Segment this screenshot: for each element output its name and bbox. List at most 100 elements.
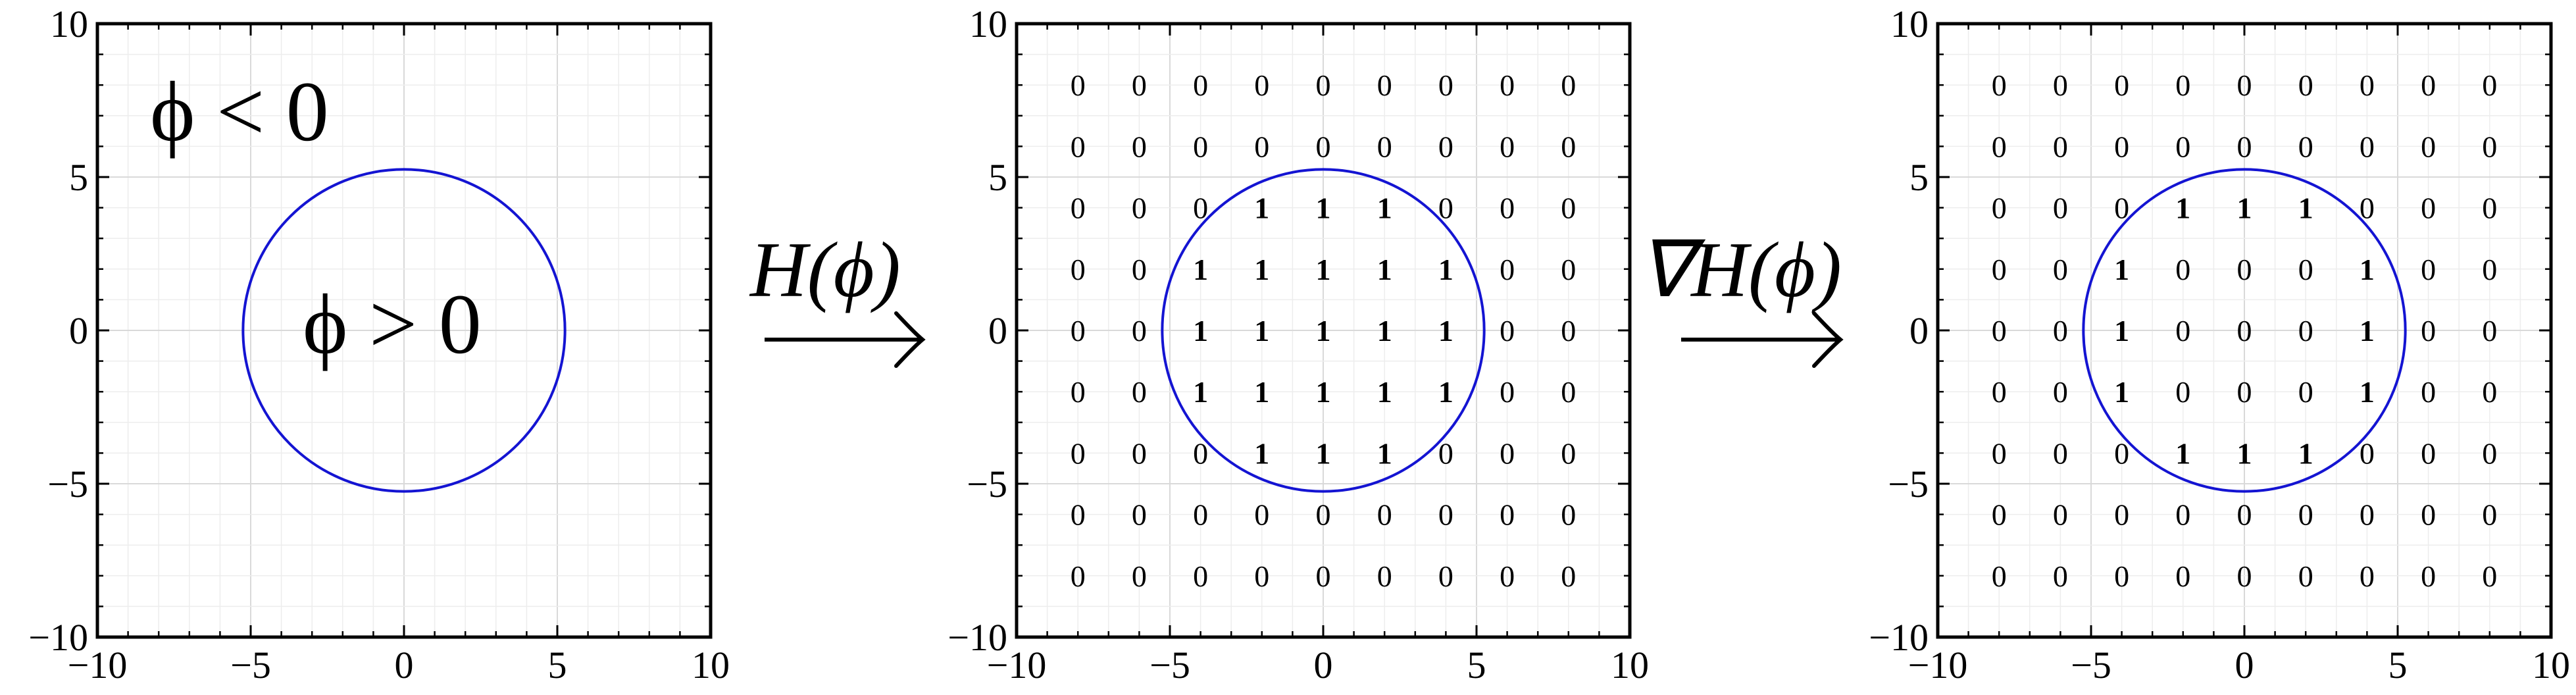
matrix-cell-value: 0 [1071,375,1086,409]
matrix-cell-value: 1 [2237,192,2252,225]
y-tick-label: 0 [69,309,88,352]
matrix-cell-value: 0 [1132,130,1147,163]
matrix-cell-value: 0 [1438,68,1453,102]
matrix-cell-value: 0 [1500,436,1515,470]
matrix-cell-value: 0 [2360,498,2375,532]
matrix-cell-value: 0 [2298,559,2313,593]
matrix-cell-value: 0 [2482,559,2497,593]
matrix-cell-value: 0 [1561,375,1576,409]
y-tick-label: 0 [1909,309,1929,352]
matrix-cell-value: 0 [1132,253,1147,286]
matrix-cell-value: 0 [2360,130,2375,163]
matrix-cell-value: 0 [2421,498,2436,532]
x-tick-label: 5 [548,644,567,686]
matrix-cell-value: 1 [2298,436,2313,470]
matrix-cell-value: 1 [2175,436,2190,470]
matrix-cell-value: 0 [1438,559,1453,593]
matrix-cell-value: 0 [1992,68,2007,102]
matrix-cell-value: 1 [1254,192,1269,225]
matrix-cell-value: 0 [1500,375,1515,409]
matrix-cell-value: 0 [1132,192,1147,225]
matrix-cell-value: 0 [2053,498,2068,532]
matrix-cell-value: 0 [1992,436,2007,470]
x-tick-label: 0 [1314,644,1333,686]
matrix-cell-value: 0 [2482,253,2497,286]
x-tick-label: −5 [1149,644,1190,686]
region-label-negative: ϕ < 0 [150,64,329,159]
plot-frame [95,22,713,639]
matrix-cell-value: 0 [2482,314,2497,348]
matrix-cell-value: 1 [1254,375,1269,409]
matrix-cell-value: 1 [2114,314,2129,348]
matrix-cell-value: 0 [2175,375,2190,409]
matrix-cell-value: 0 [1561,436,1576,470]
matrix-cell-value: 0 [2360,436,2375,470]
matrix-cell-value: 0 [2175,559,2190,593]
matrix-cell-value: 1 [1377,436,1392,470]
matrix-cell-value: 0 [1254,130,1269,163]
matrix-cell-value: 0 [2482,436,2497,470]
y-tick-label: −10 [28,616,88,659]
matrix-cell-value: 0 [1500,253,1515,286]
matrix-cell-value: 1 [1316,436,1331,470]
matrix-cell-value: 0 [1254,68,1269,102]
matrix-cell-value: 0 [1561,130,1576,163]
y-tick-label: −10 [1869,616,1929,659]
matrix-cell-value: 0 [1500,314,1515,348]
matrix-cell-value: 0 [2482,68,2497,102]
matrix-cell-value: 0 [1438,192,1453,225]
x-tick-label: 5 [2388,644,2408,686]
matrix-cell-value: 0 [1561,559,1576,593]
matrix-cell-value: 0 [2298,68,2313,102]
zero-level-circle [2082,168,2407,493]
arrow-right-icon-head [894,311,926,368]
matrix-cell-value: 0 [2053,375,2068,409]
matrix-cell-value: 0 [1254,559,1269,593]
matrix-cell-value: 0 [2053,68,2068,102]
plot-frame [1015,22,1632,639]
matrix-cell-value: 0 [2237,130,2252,163]
matrix-cell-value: 0 [2421,130,2436,163]
matrix-cell-value: 0 [2237,68,2252,102]
matrix-cell-value: 0 [2237,375,2252,409]
matrix-cell-value: 0 [1316,68,1331,102]
matrix-cell-value: 1 [1377,192,1392,225]
matrix-cell-value: 0 [1992,375,2007,409]
matrix-cell-value: 0 [2298,375,2313,409]
matrix-cell-value: 0 [1071,314,1086,348]
matrix-cell-value: 0 [1438,130,1453,163]
matrix-cell-value: 1 [1254,314,1269,348]
matrix-cell-value: 0 [2298,253,2313,286]
matrix-cell-value: 0 [1377,498,1392,532]
matrix-cell-value: 1 [1316,314,1331,348]
matrix-cell-value: 0 [2421,192,2436,225]
x-tick-label: 10 [692,644,730,686]
matrix-cell-value: 0 [1561,253,1576,286]
matrix-cell-value: 0 [1132,375,1147,409]
y-tick-label: 0 [988,309,1007,352]
y-tick-label: 10 [50,3,88,45]
matrix-cell-value: 0 [2421,375,2436,409]
matrix-cell-value: 1 [2175,192,2190,225]
matrix-cell-value: 0 [2175,314,2190,348]
matrix-cell-value: 0 [1377,559,1392,593]
matrix-cell-value: 0 [1438,436,1453,470]
matrix-cell-value: 0 [1500,68,1515,102]
matrix-cell-value: 1 [2298,192,2313,225]
plot-frame [1936,22,2553,639]
y-tick-label: −5 [1888,463,1929,505]
y-tick-label: 5 [69,156,88,199]
matrix-cell-value: 0 [1561,68,1576,102]
x-tick-label: 0 [2235,644,2254,686]
matrix-cell-value: 1 [1254,436,1269,470]
matrix-cell-value: 0 [1438,498,1453,532]
arrow-right-icon-head [1812,311,1844,368]
matrix-cell-value: 1 [1438,253,1453,286]
y-tick-label: 5 [988,156,1007,199]
matrix-cell-value: 0 [2482,192,2497,225]
matrix-cell-value: 0 [1132,559,1147,593]
matrix-cell-value: 0 [2114,192,2129,225]
matrix-cell-value: 0 [1561,314,1576,348]
matrix-cell-value: 0 [2237,253,2252,286]
